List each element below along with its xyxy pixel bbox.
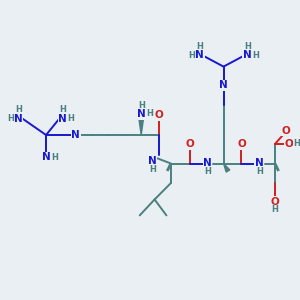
Text: O: O <box>155 110 164 121</box>
Text: O: O <box>282 125 290 136</box>
Text: H: H <box>293 140 300 148</box>
Text: H: H <box>59 105 66 114</box>
Text: H: H <box>188 51 195 60</box>
Text: N: N <box>219 80 228 91</box>
Polygon shape <box>224 164 230 172</box>
Polygon shape <box>139 120 143 135</box>
Text: H: H <box>252 51 259 60</box>
Text: H: H <box>7 114 14 123</box>
Text: H: H <box>256 167 262 176</box>
Text: H: H <box>15 105 22 114</box>
Text: H: H <box>138 100 145 109</box>
Text: H: H <box>149 165 156 174</box>
Text: N: N <box>42 152 50 163</box>
Text: N: N <box>71 130 80 140</box>
Text: O: O <box>285 139 293 149</box>
Text: O: O <box>237 139 246 149</box>
Text: N: N <box>195 50 204 61</box>
Text: O: O <box>271 196 279 207</box>
Text: H: H <box>67 114 74 123</box>
Text: N: N <box>137 109 146 119</box>
Text: O: O <box>185 139 194 149</box>
Text: N: N <box>58 113 67 124</box>
Text: N: N <box>243 50 252 61</box>
Text: H: H <box>196 42 203 51</box>
Text: N: N <box>14 113 23 124</box>
Text: N: N <box>148 156 157 167</box>
Text: N: N <box>255 158 264 169</box>
Text: H: H <box>244 42 251 51</box>
Text: H: H <box>146 110 153 118</box>
Text: H: H <box>204 167 211 176</box>
Text: N: N <box>203 158 212 169</box>
Text: N: N <box>219 80 228 91</box>
Text: H: H <box>272 206 278 214</box>
Text: H: H <box>51 153 58 162</box>
